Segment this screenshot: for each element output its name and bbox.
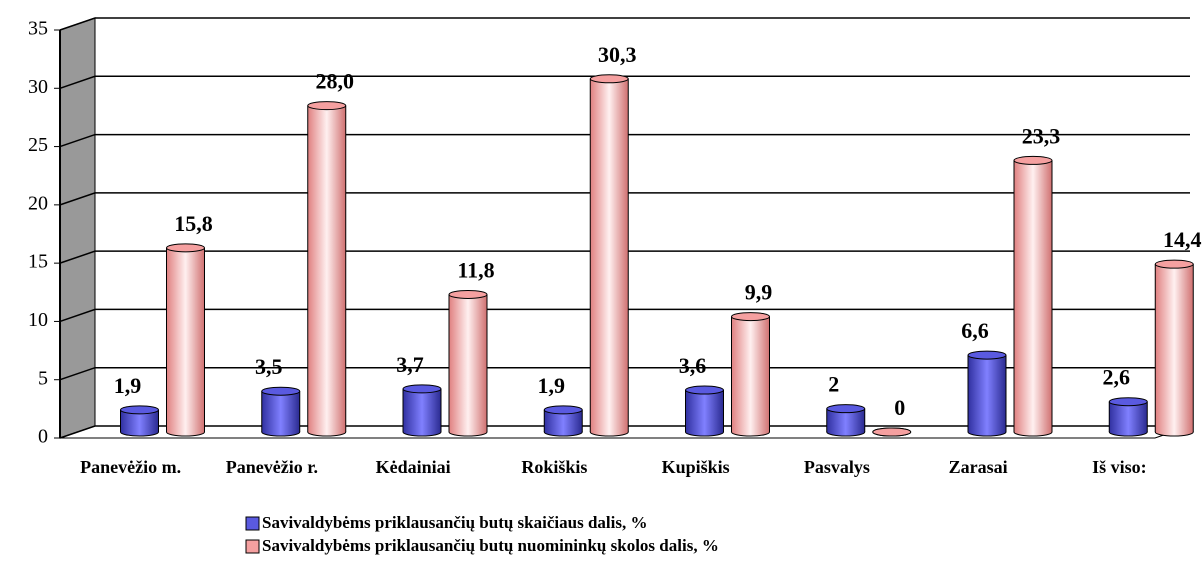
bar [307,101,347,437]
grid-line [59,308,1190,323]
grid-line [59,250,1190,264]
grid-line [59,192,1190,206]
y-tick-label: 30 [28,76,48,98]
bar [166,243,205,437]
bar [826,404,866,437]
bar [1108,397,1148,437]
bar-part [307,105,346,432]
bar-part [1013,155,1053,165]
x-tick-label: Kėdainiai [375,457,451,477]
y-tick-label: 25 [28,134,48,156]
value-label: 11,8 [457,257,494,282]
bar-part [166,243,205,253]
legend-label: Savivaldybėms priklausančių butų skaičia… [262,513,647,532]
bar-part [1109,401,1148,432]
bar-part [685,385,724,395]
value-label: 6,6 [961,318,989,343]
bar [402,384,442,437]
value-label: 14,4 [1163,227,1202,252]
value-label: 3,6 [679,353,707,378]
value-label: 1,9 [114,373,142,398]
bar-part [1154,259,1194,269]
bar-part [968,355,1006,432]
bar [1154,259,1194,437]
value-label: 2 [828,372,839,397]
x-tick-label: Panevėžio m. [80,457,182,477]
value-label: 1,9 [538,373,566,398]
bar [448,289,488,437]
side-wall [59,17,96,439]
bar-part [261,391,300,432]
bar-part [590,78,629,432]
bar-part [685,390,724,432]
bar-part [448,289,488,299]
value-label: 3,7 [396,352,424,377]
y-tick-label: 15 [28,251,48,273]
bar-part [826,408,865,432]
bar-part [731,316,770,432]
value-label: 23,3 [1022,123,1061,148]
bar [685,385,724,437]
grid-line [59,425,1190,439]
bar-part [166,247,205,432]
y-tick-label: 10 [28,309,48,331]
bar-part [543,405,583,415]
y-tick-label: 35 [28,18,48,40]
bar [261,386,301,437]
bar [543,405,583,437]
y-tick-label: 20 [28,192,48,214]
x-tick-label: Kupiškis [661,457,730,477]
value-label: 3,5 [255,354,283,379]
legend-swatch [245,516,260,531]
bar-part [544,409,583,432]
legend-label: Savivaldybėms priklausančių butų nuomini… [262,536,719,555]
bar [1013,155,1053,437]
x-tick-label: Rokiškis [521,457,588,477]
bar-part [307,101,347,111]
bar [872,427,912,437]
y-tick-label: 0 [38,426,48,448]
bar-part [1014,160,1052,433]
bar [967,350,1007,437]
grid-line [59,75,1190,89]
bar-part [1155,264,1194,432]
x-tick-label: Zarasai [948,457,1008,477]
legend-swatch [245,539,260,554]
bar-part [589,74,629,84]
value-label: 15,8 [174,211,213,236]
grid-line [59,133,1190,148]
x-tick-label: Iš viso: [1092,457,1147,477]
x-tick-label: Pasvalys [803,457,870,477]
bar-part [1108,397,1148,407]
bar [731,312,770,437]
bar-part [120,405,159,415]
bar-part [120,409,159,432]
bar-part [261,386,301,396]
grid-line [59,17,1190,31]
bar-part [731,312,770,322]
bar-part [449,294,487,432]
value-label: 2,6 [1103,365,1131,390]
value-label: 9,9 [745,280,773,305]
bar-part [402,384,442,394]
bar [120,405,159,437]
value-label: 30,3 [598,42,637,67]
bar-part [967,350,1007,360]
x-tick-label: Panevėžio r. [225,457,319,477]
bar-part [826,404,866,414]
value-label: 0 [894,395,905,420]
bar-part [872,427,912,437]
y-tick-label: 5 [38,367,48,389]
bar-part [403,388,441,432]
value-label: 28,0 [316,69,355,94]
grid-line [59,366,1190,381]
bar [589,74,629,437]
